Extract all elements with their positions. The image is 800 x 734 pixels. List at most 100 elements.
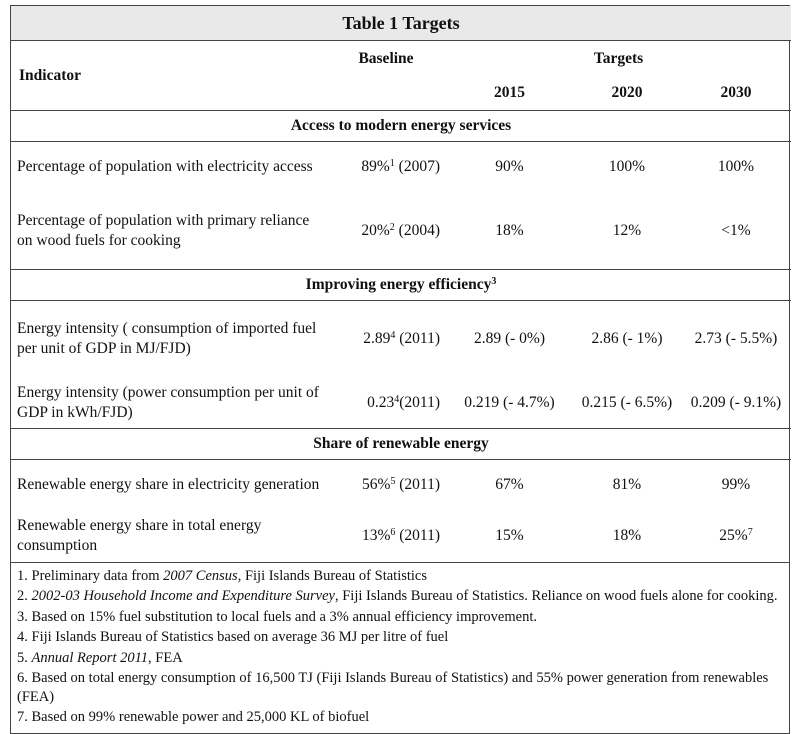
footnote-text: 2002-03 Household Income and Expenditure…: [31, 588, 335, 604]
indicator: Renewable energy share in electricity ge…: [17, 476, 320, 494]
cell-text: 12%: [612, 221, 642, 239]
footnote-number: 4.: [17, 629, 28, 645]
footnote-text: Annual Report 2011: [31, 649, 149, 666]
footnote: 2. 2002-03 Household Income and Expendit…: [17, 587, 783, 606]
footnote-ref: 3: [491, 276, 497, 287]
footnote-number: 2.: [17, 588, 28, 604]
footnote-text: , FEA: [148, 649, 183, 666]
cell-text: 0.219 (- 4.7%): [464, 393, 555, 411]
cell-text: <1%: [721, 221, 751, 239]
footnote-number: 1.: [17, 567, 28, 584]
cell-text: 2.86 (- 1%): [591, 330, 663, 348]
footnote-ref: 4: [390, 330, 396, 342]
targets-header: Targets: [593, 49, 644, 67]
footnote-text: Based on 99% renewable power and 25,000 …: [31, 709, 370, 725]
target: 100%: [681, 142, 791, 193]
footnote-ref: 5: [390, 476, 396, 488]
cell-text: (2011): [395, 476, 440, 494]
target: 67%: [446, 460, 573, 511]
cell-text: 67%: [495, 476, 524, 494]
footnote-text: , Fiji Islands Bureau of Statistics: [237, 567, 427, 584]
baseline: 0.234(2011): [326, 378, 446, 429]
indicator: Energy intensity ( consumption of import…: [17, 320, 317, 358]
footnote: 5. Annual Report 2011, FEA: [17, 649, 783, 668]
target: <1%: [681, 193, 791, 270]
data-row: Percentage of population with primary re…: [11, 193, 791, 270]
data-row: Energy intensity (power consumption per …: [11, 378, 791, 429]
footnote-text: Based on 15% fuel substitution to local …: [31, 608, 538, 625]
target: 99%: [681, 460, 791, 511]
footnote-text: Preliminary data from: [31, 567, 164, 584]
footnote-text: Based on total energy consumption of 16,…: [17, 670, 769, 705]
cell-text: 2.89 (- 0%): [473, 330, 546, 348]
indicator: Percentage of population with primary re…: [17, 211, 310, 249]
footnote-text: , Fiji Islands Bureau of Statistics. Rel…: [334, 588, 778, 604]
target: 12%: [573, 193, 681, 270]
table-title: Table 1 Targets: [11, 6, 791, 41]
baseline: 20%2 (2004): [326, 193, 446, 270]
footnote-number: 3.: [17, 608, 28, 625]
table: Table 1 Targets Indicator Baseline Targe…: [11, 6, 791, 562]
cell-text: (2011): [395, 330, 440, 348]
cell-text: Share of renewable energy: [313, 435, 489, 452]
footnote-ref: 7: [747, 527, 753, 538]
baseline: 13%6 (2011): [326, 511, 446, 562]
indicator: Energy intensity (power consumption per …: [17, 383, 319, 421]
cell-text: 13%: [361, 527, 391, 544]
section-title: Access to modern energy services: [11, 110, 791, 142]
data-row: Renewable energy share in electricity ge…: [11, 460, 791, 511]
cell-text: 0.23: [367, 393, 395, 411]
baseline-header: Baseline: [358, 49, 414, 67]
target: 2.86 (- 1%): [573, 301, 681, 378]
footnote: 3. Based on 15% fuel substitution to loc…: [17, 608, 783, 627]
footnote-number: 7.: [17, 709, 28, 725]
cell-text: Improving energy efficiency: [305, 276, 492, 293]
cell-text: 0.215 (- 6.5%): [581, 393, 673, 411]
cell-text: 100%: [608, 158, 646, 176]
cell-text: Access to modern energy services: [290, 117, 512, 134]
cell-text: (2004): [394, 221, 440, 239]
cell-text: 20%: [361, 221, 390, 239]
section-row: Share of renewable energy: [11, 428, 791, 460]
cell-text: 2.89: [363, 330, 391, 348]
data-row: Energy intensity ( consumption of import…: [11, 301, 791, 378]
target: 2.89 (- 0%): [446, 301, 573, 378]
target: 0.215 (- 6.5%): [573, 378, 681, 429]
cell-text: 15%: [495, 527, 524, 544]
target: 0.219 (- 4.7%): [446, 378, 573, 429]
target: 18%: [573, 511, 681, 562]
target: 2.73 (- 5.5%): [681, 301, 791, 378]
year-header: 2030: [720, 84, 752, 102]
cell-text: 56%: [361, 476, 391, 494]
table-body: Table 1 Targets Indicator Baseline Targe…: [11, 6, 791, 562]
cell-text: (2007): [394, 158, 440, 176]
indicator: Percentage of population with electricit…: [17, 158, 313, 176]
year-header: 2020: [611, 84, 643, 102]
data-row: Percentage of population with electricit…: [11, 142, 791, 193]
cell-text: (2011): [395, 527, 440, 544]
cell-text: 90%: [495, 158, 524, 176]
cell-text: 2.73 (- 5.5%): [694, 330, 778, 348]
baseline: 2.894 (2011): [326, 301, 446, 378]
footnote-ref: 2: [389, 221, 395, 233]
section-title: Improving energy efficiency3: [11, 269, 791, 301]
target: 81%: [573, 460, 681, 511]
data-row: Renewable energy share in total energy c…: [11, 511, 791, 562]
footnote-number: 5.: [17, 649, 28, 666]
target: 25%7: [681, 511, 791, 562]
target: 18%: [446, 193, 573, 270]
target: 0.209 (- 9.1%): [681, 378, 791, 429]
cell-text: 25%: [719, 527, 748, 544]
section-row: Access to modern energy services: [11, 110, 791, 142]
target: 100%: [573, 142, 681, 193]
cell-text: (2011): [399, 393, 440, 411]
footnotes: 1. Preliminary data from 2007 Census, Fi…: [11, 561, 789, 733]
footnote-ref: 1: [389, 158, 395, 170]
baseline: 89%1 (2007): [326, 142, 446, 193]
section-row: Improving energy efficiency3: [11, 269, 791, 301]
cell-text: 99%: [721, 476, 751, 494]
indicator: Renewable energy share in total energy c…: [17, 517, 262, 554]
footnote-text: Fiji Islands Bureau of Statistics based …: [31, 629, 449, 645]
indicator-header: Indicator: [19, 66, 81, 84]
